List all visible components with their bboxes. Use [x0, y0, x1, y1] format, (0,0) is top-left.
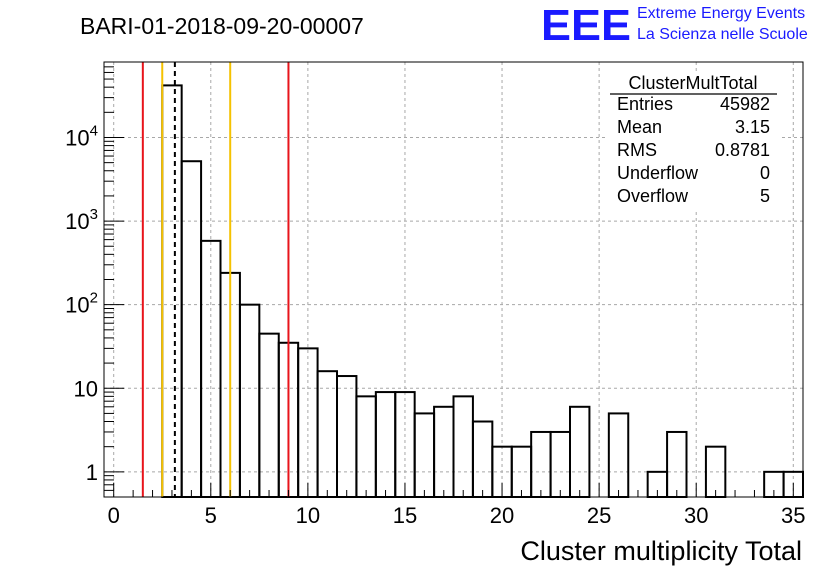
stats-label-mean: Mean [617, 117, 662, 137]
y-tick-label: 103 [65, 206, 98, 234]
histogram-bar [607, 412, 630, 498]
stats-label-rms: RMS [617, 140, 657, 160]
x-tick-label: 15 [393, 503, 417, 528]
eee-logo: EEE Extreme Energy Events La Scienza nel… [541, 1, 808, 50]
x-tick-label: 0 [108, 503, 120, 528]
stats-value-underflow: 0 [760, 163, 770, 183]
histogram-bar [258, 332, 280, 499]
x-tick-label: 20 [490, 503, 514, 528]
stats-name: ClusterMultTotal [628, 73, 757, 93]
x-tick-label: 35 [781, 503, 805, 528]
histogram-bar [549, 430, 571, 498]
histogram-bar [530, 430, 552, 498]
x-tick-label: 10 [296, 503, 320, 528]
histogram-bar [666, 430, 688, 498]
stats-box: ClusterMultTotal Entries 45982 Mean 3.15… [608, 71, 779, 211]
y-tick-label: 102 [65, 290, 98, 318]
y-tick-label: 10 [74, 376, 98, 401]
histogram-bar [569, 405, 591, 499]
histogram-bar [471, 420, 494, 498]
y-tick-label: 1 [86, 460, 98, 485]
stats-label-underflow: Underflow [617, 163, 699, 183]
stats-value-rms: 0.8781 [715, 140, 770, 160]
histogram-bar [433, 405, 455, 499]
histogram-bar [374, 391, 397, 499]
histogram-bar [394, 391, 416, 499]
logo-line-1: Extreme Energy Events [637, 5, 805, 22]
logo-mark: EEE [541, 1, 631, 50]
stats-value-entries: 45982 [720, 94, 770, 114]
marker-lines [141, 62, 290, 497]
stats-label-entries: Entries [617, 94, 673, 114]
y-tick-label: 104 [65, 122, 98, 150]
logo-line-2: La Scienza nelle Scuole [637, 26, 808, 43]
histogram-bar [238, 303, 261, 498]
x-tick-label: 30 [684, 503, 708, 528]
histogram-bar [355, 395, 377, 498]
chart-title: BARI-01-2018-09-20-00007 [80, 13, 364, 39]
stats-value-mean: 3.15 [735, 117, 770, 137]
stats-value-overflow: 5 [760, 186, 770, 206]
histogram-bar [180, 160, 203, 499]
stats-label-overflow: Overflow [617, 186, 689, 206]
x-tick-label: 25 [587, 503, 611, 528]
axes: 0 5 10 15 20 25 30 35 1 10 102 103 104 [65, 61, 806, 528]
histogram-bar [413, 412, 436, 498]
x-axis-title: Cluster multiplicity Total [520, 536, 802, 566]
histogram-bar [452, 395, 474, 498]
x-tick-label: 5 [205, 503, 217, 528]
histogram-bar [161, 84, 183, 499]
histogram-bar [316, 370, 339, 499]
histogram-bar [336, 375, 358, 498]
